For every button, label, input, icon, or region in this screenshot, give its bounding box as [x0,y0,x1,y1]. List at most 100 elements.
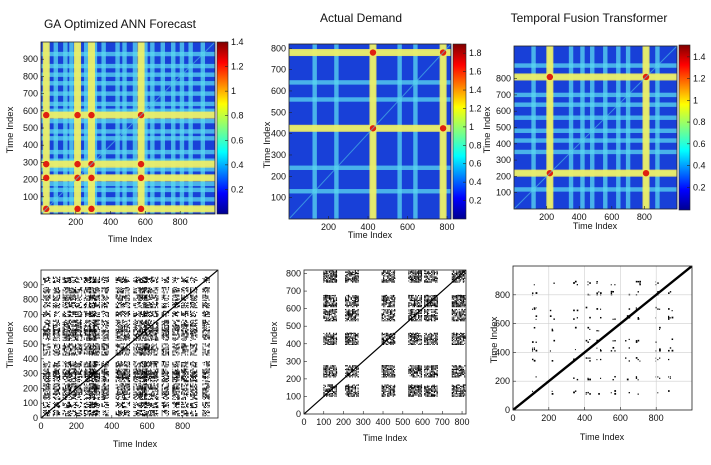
actual-demand-y-tick-0: 100 [271,193,286,203]
ga-ann-rp-point-2467 [86,299,88,301]
ga-ann-rp-point-4369 [122,379,124,381]
ga-ann-rp-point-3588 [106,351,108,353]
tft-band-h-6 [514,102,677,107]
ga-ann-rp-point-3386 [105,414,107,416]
ga-ann-rp-point-4573 [128,319,131,321]
ga-ann-rp-point-3531 [101,371,103,373]
ga-ann-rp-point-536 [52,377,54,380]
ga-ann-rp-point-3295 [92,305,94,307]
ga-ann-rp-point-1890 [74,349,76,351]
ga-ann-rp-point-3574 [101,352,103,354]
ga-ann-rp-point-93 [43,388,45,390]
ga-ann-rp-point-335 [49,314,51,315]
ga-ann-rp-point-2093 [81,292,82,294]
ga-ann-rp-point-2821 [90,329,92,331]
ga-ann-rp-point-4295 [128,401,131,403]
ga-ann-rp-point-2411 [86,321,88,323]
ga-ann-rp-point-614 [57,365,59,367]
actual-demand-y-tick-2: 300 [271,150,286,160]
ga-ann-rp-point-4320 [122,390,124,392]
ga-ann-rp-point-4139 [116,314,118,315]
ga-ann-rp-point-1855 [78,368,80,370]
ga-ann-rp-point-4633 [127,297,129,299]
ga-ann-rp-point-1026 [65,364,67,366]
ga-ann-rp-point-4131 [121,320,123,322]
ga-ann-rp-point-389 [45,291,47,293]
ga-ann-rp-point-912 [62,389,64,391]
ga-ann-rp-point-2662 [95,381,97,383]
ga-ann-rp-point-1729 [78,410,80,412]
ga-ann-rp-point-221 [43,346,45,348]
ga-ann-rp-point-941 [63,383,65,385]
ga-ann-rp-point-4669 [125,279,127,281]
ga-ann-rp-point-1474 [74,361,77,363]
ga-ann-rp-point-2154 [83,398,86,400]
ga-ann-rp-point-4674 [126,280,128,282]
ga-ann-rp-point-1909 [77,348,79,350]
ga-ann-rp-point-3063 [96,388,98,390]
ga-ann-rp-point-737 [55,324,57,326]
ga-ann-rp-point-226 [44,344,46,346]
ga-ann-rp-point-4594 [128,313,131,315]
ga-ann-rp-point-2514 [85,279,87,281]
ga-ann-rp-point-3003 [97,406,99,409]
ga-ann-rp-point-228 [46,346,48,348]
ga-ann-rp-point-4040 [119,344,121,346]
ga-ann-rp-point-3861 [118,397,120,399]
ga-ann-rp-point-306 [48,323,50,325]
ga-ann-rp-point-532 [59,386,61,388]
ga-ann-rp-point-3593 [107,350,109,352]
ga-ann-rp-point-3573 [101,353,103,355]
ga-ann-rp-point-2023 [76,311,77,312]
ga-ann-rp-point-2492 [86,289,88,291]
ga-ann-rp-point-1972 [76,329,78,331]
ga-ann-rp-point-704 [59,332,60,334]
ga-ann-rp-point-1879 [78,362,80,364]
ga-ann-rp-point-3341 [92,287,94,289]
ga-ann-rp-point-2853 [94,319,96,321]
ga-ann-rp-point-4714 [138,406,140,408]
ga-ann-rp-point-3613 [106,348,108,350]
ga-ann-rp-point-4219 [119,288,121,290]
ga-ann-rp-point-3929 [121,378,123,380]
ga-ann-rp-point-4174 [120,305,122,307]
ga-ann-rp-point-1682 [72,289,74,291]
ga-ann-rp-point-1062 [63,347,65,349]
ga-ann-rp-point-940 [63,388,65,390]
ga-ann-rp-point-1688 [73,289,75,291]
ga-ann-rp-point-4688 [135,412,137,414]
ga-ann-rp-point-2927 [89,287,91,289]
ga-ann-rp-point-3209 [93,335,95,337]
ga-ann-rp-point-4158 [121,310,123,312]
ga-ann-rp-point-998 [62,370,64,372]
ga-ann-rp-point-1867 [74,362,76,364]
ga-ann-rp-point-824 [57,291,59,293]
ga-ann-rp-point-1306 [68,405,70,408]
ga-ann-rp-point-848 [59,279,61,281]
ga-ann-rp-point-38 [48,407,49,409]
ga-ann-rp-point-2948 [91,282,93,284]
ga-ann-rp-point-3950 [120,374,122,376]
ga-ann-rp-point-1261 [68,289,70,291]
ga-ann-rp-point-817 [55,290,57,292]
ga-ann-rp-point-3979 [115,366,117,368]
ga-ann-rp-point-3892 [115,384,117,386]
ga-ann-rp-point-1823 [81,376,83,379]
ga-ann-rp-point-3416 [107,402,109,403]
ga-ann-rp-point-654 [56,344,58,346]
ga-ann-rp-point-3895 [116,384,118,386]
ga-ann-rp-point-2959 [95,277,97,279]
ga-ann-rp-point-59 [45,393,47,395]
ga-ann-rp-point-150 [48,374,49,376]
ga-ann-rp-point-554 [59,378,61,381]
ga-ann-rp-point-2800 [91,331,93,333]
ga-ann-rp-point-4613 [127,303,129,305]
ga-ann-rp-point-3946 [119,374,121,376]
ga-ann-rp-point-4378 [125,376,127,379]
ga-ann-rp-point-1357 [71,392,73,394]
ga-ann-rp-point-2952 [92,276,95,278]
ga-ann-rp-point-1292 [68,410,70,412]
ga-ann-rp-point-3639 [106,336,108,338]
ga-ann-rp-point-3677 [105,326,107,328]
ga-ann-rp-point-528 [57,385,60,387]
